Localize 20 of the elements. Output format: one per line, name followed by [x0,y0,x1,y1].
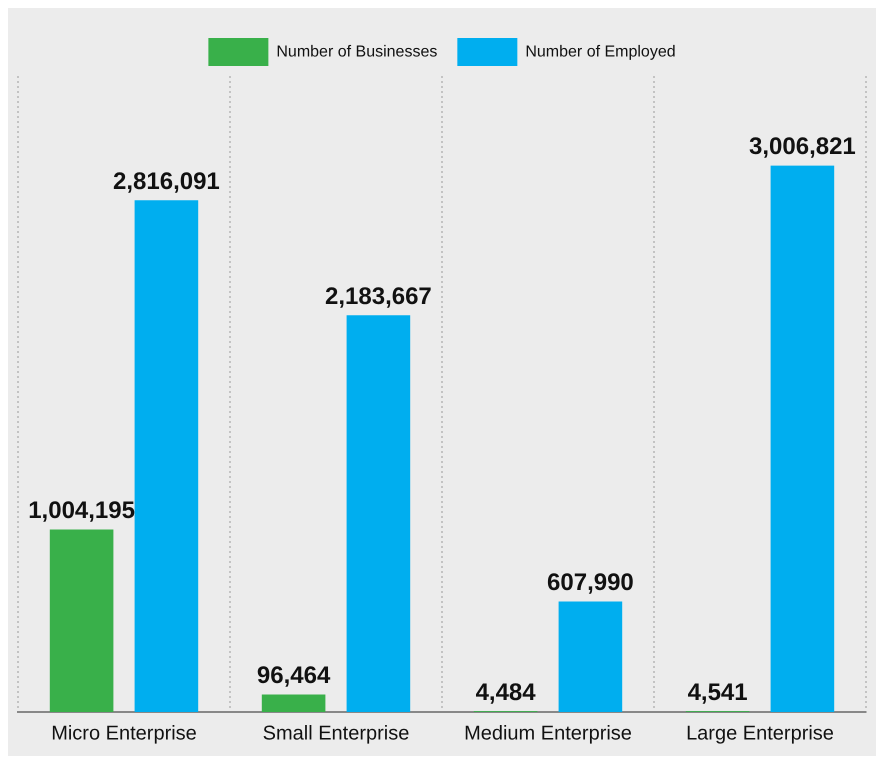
data-label: 2,183,667 [325,282,432,310]
data-label: 607,990 [547,569,634,596]
bar [262,694,326,712]
bar [50,530,114,712]
bar [134,200,198,712]
x-tick-label: Large Enterprise [686,722,834,745]
data-label: 4,541 [688,678,748,706]
bar [558,602,622,712]
data-label: 96,464 [256,662,331,690]
legend-label: Number of Businesses [276,43,438,60]
legend-label: Number of Employed [525,43,676,60]
data-label: 1,004,195 [28,497,135,524]
x-tick-label: Small Enterprise [262,722,410,745]
data-label: 3,006,821 [749,133,856,160]
x-tick-label: Micro Enterprise [51,722,197,745]
x-tick-label: Medium Enterprise [464,722,632,745]
bar [346,315,410,712]
data-label: 2,816,091 [113,168,220,195]
bar [770,166,834,712]
data-label: 4,484 [476,678,536,706]
